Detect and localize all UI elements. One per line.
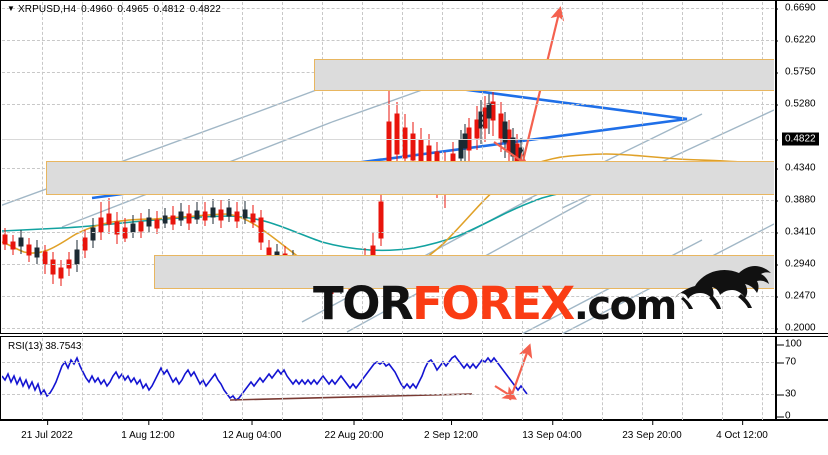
gridline-h bbox=[2, 232, 774, 233]
forecast-arrow-down bbox=[493, 141, 529, 166]
price-chart-panel[interactable]: TORFOREX.com 0.6690 0.6220 0.5750 0.5280… bbox=[0, 0, 828, 334]
gridline-v bbox=[762, 338, 764, 420]
gridline-v bbox=[322, 338, 324, 420]
price-tick: 0.2000 bbox=[775, 323, 816, 334]
time-tick: 2 Sep 12:00 bbox=[424, 420, 478, 441]
price-tick: 0.6220 bbox=[775, 35, 816, 46]
rsi-line bbox=[2, 354, 528, 402]
ohlc-close: 0.4822 bbox=[189, 4, 221, 15]
gridline-v bbox=[82, 338, 84, 420]
gridline-h bbox=[2, 104, 774, 105]
rsi-indicator-panel[interactable]: RSI(13) 38.7543 100 70 30 0 bbox=[0, 336, 828, 422]
price-tick: 0.3410 bbox=[775, 227, 816, 238]
price-tick: 0.5750 bbox=[775, 67, 816, 78]
rsi-series-svg bbox=[2, 343, 533, 402]
rsi-forecast-arrow-up bbox=[508, 343, 533, 401]
time-axis-line bbox=[0, 420, 828, 421]
current-price-tag: 0.4822 bbox=[775, 132, 819, 146]
gridline-v bbox=[162, 338, 164, 420]
gridline-v bbox=[722, 338, 724, 420]
time-axis: 21 Jul 2022 1 Aug 12:00 12 Aug 04:00 22 … bbox=[0, 420, 828, 455]
gridline-v bbox=[42, 338, 44, 420]
price-axis: 0.6690 0.6220 0.5750 0.5280 0.4822 0.434… bbox=[775, 1, 828, 334]
support-zone-mid bbox=[46, 161, 774, 195]
gridline-v bbox=[402, 338, 404, 420]
time-tick: 13 Sep 04:00 bbox=[522, 420, 582, 441]
rsi-tick: 0 bbox=[775, 411, 791, 422]
time-tick: 23 Sep 20:00 bbox=[622, 420, 682, 441]
gridline-v bbox=[682, 338, 684, 420]
ohlc-high: 0.4965 bbox=[117, 4, 149, 15]
support-zone-lower bbox=[154, 255, 774, 289]
time-tick: 4 Oct 12:00 bbox=[716, 420, 768, 441]
rsi-tick: 70 bbox=[775, 357, 796, 368]
rsi-tick: 30 bbox=[775, 389, 796, 400]
price-tick: 0.3880 bbox=[775, 195, 816, 206]
time-tick: 12 Aug 04:00 bbox=[223, 420, 281, 441]
ohlc-low: 0.4812 bbox=[153, 4, 185, 15]
gridline-v bbox=[122, 338, 124, 420]
rsi-tick: 100 bbox=[775, 339, 802, 350]
collapse-triangle-icon[interactable]: ▼ bbox=[7, 4, 16, 13]
current-price-line bbox=[2, 139, 774, 140]
gridline-h bbox=[2, 8, 774, 9]
gridline-h bbox=[2, 296, 774, 297]
symbol-header[interactable]: ▼ XRPUSD,H4 0.4960 0.4965 0.4812 0.4822 bbox=[7, 4, 221, 15]
symbol-label: XRPUSD,H4 bbox=[18, 4, 77, 15]
gridline-v bbox=[282, 338, 284, 420]
time-tick: 22 Aug 20:00 bbox=[325, 420, 383, 441]
gridline-v bbox=[442, 338, 444, 420]
rsi-level-30-line bbox=[2, 394, 774, 395]
rsi-plot-area[interactable]: RSI(13) 38.7543 bbox=[2, 338, 774, 420]
gridline-h bbox=[2, 40, 774, 41]
gridline-v bbox=[362, 338, 364, 420]
gridline-v bbox=[242, 338, 244, 420]
rsi-axis: 100 70 30 0 bbox=[775, 337, 828, 422]
time-tick: 1 Aug 12:00 bbox=[121, 420, 175, 441]
price-axis-line bbox=[775, 1, 777, 333]
gridline-h bbox=[2, 328, 774, 329]
gridline-v bbox=[562, 338, 564, 420]
gridline-v bbox=[522, 338, 524, 420]
gridline-h bbox=[2, 200, 774, 201]
rsi-axis-line bbox=[775, 337, 777, 419]
ohlc-open: 0.4960 bbox=[81, 4, 113, 15]
rsi-level-70-line bbox=[2, 362, 774, 363]
resistance-zone-upper bbox=[314, 59, 774, 91]
price-tick: 0.6690 bbox=[775, 3, 816, 14]
gridline-v bbox=[602, 338, 604, 420]
price-tick: 0.4340 bbox=[775, 163, 816, 174]
price-tick: 0.2470 bbox=[775, 291, 816, 302]
rsi-header-label: RSI(13) 38.7543 bbox=[8, 341, 82, 352]
price-plot-area[interactable]: TORFOREX.com bbox=[2, 2, 774, 334]
gridline-v bbox=[642, 338, 644, 420]
price-tick: 0.5280 bbox=[775, 99, 816, 110]
time-tick: 21 Jul 2022 bbox=[21, 420, 73, 441]
rsi-trendline bbox=[229, 393, 473, 401]
gridline-v bbox=[202, 338, 204, 420]
price-tick: 0.2940 bbox=[775, 259, 816, 270]
gridline-v bbox=[482, 338, 484, 420]
